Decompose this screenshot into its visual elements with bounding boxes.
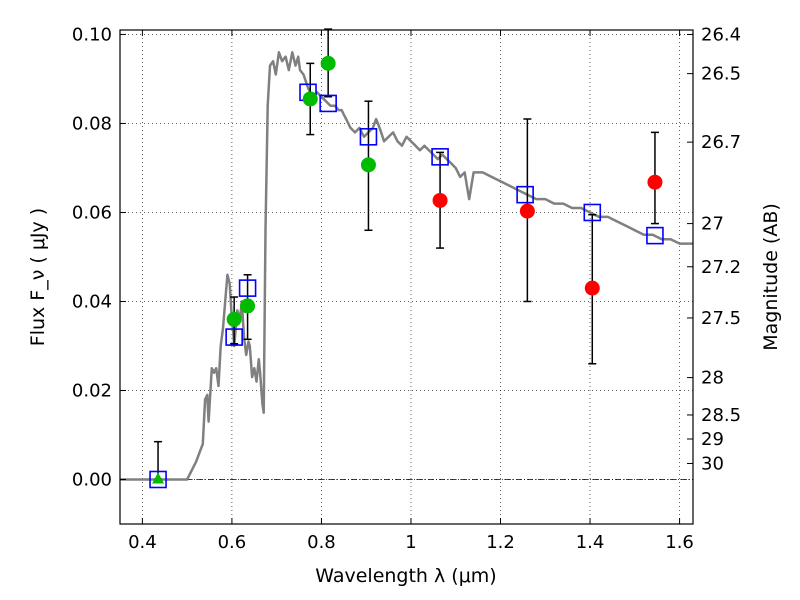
x-axis-ticks: 0.4 0.6 0.8 1 1.2 1.4 1.6 — [128, 30, 694, 553]
x-tick-label: 1.4 — [576, 532, 605, 553]
y-tick-label: 0.08 — [72, 113, 112, 134]
model-photometry-square — [149, 470, 167, 489]
y-tick-label: 0.10 — [72, 24, 112, 45]
model-photometry-square — [583, 203, 602, 222]
y-tick-label: 0.00 — [72, 469, 112, 490]
observed-triangle-marker — [152, 472, 165, 484]
y-tick-label: 0.04 — [72, 291, 112, 312]
model-photometry-square — [431, 148, 449, 166]
right-axis-ticks: 26.4 26.5 26.7 27 27.2 27.5 28 28.5 29 30 — [687, 24, 741, 474]
observed-nir-circle — [647, 174, 663, 190]
model-photometry-square — [238, 279, 257, 297]
x-axis-label: Wavelength λ (μm) — [315, 565, 496, 587]
x-tick-label: 1.2 — [486, 532, 515, 553]
plot-area — [120, 30, 693, 524]
observed-optical-circle — [226, 311, 242, 327]
y-tick-label: 0.02 — [72, 380, 112, 401]
observed-nir-circle — [519, 203, 535, 219]
observed-nir-circle — [432, 192, 448, 208]
y-tick-label: 0.06 — [72, 202, 112, 223]
observed-optical-circle — [360, 157, 376, 173]
y-axis-label: Flux F_ν ( μJy ) — [27, 208, 49, 346]
right-tick-label: 26.7 — [701, 132, 741, 153]
right-tick-label: 29 — [701, 429, 724, 450]
observed-nir-circle — [584, 280, 600, 296]
right-tick-label: 28 — [701, 368, 724, 389]
x-tick-label: 0.8 — [307, 532, 336, 553]
x-tick-label: 0.6 — [218, 532, 247, 553]
right-tick-label: 27.2 — [701, 257, 741, 278]
observed-optical-circle — [320, 55, 336, 71]
right-tick-label: 27 — [701, 214, 724, 235]
observed-optical-circle — [240, 298, 256, 314]
right-tick-label: 26.5 — [701, 64, 741, 85]
x-tick-label: 1.6 — [665, 532, 694, 553]
x-tick-label: 1 — [405, 532, 416, 553]
observed-optical-circle — [302, 91, 318, 107]
model-photometry-square — [646, 226, 664, 245]
y-axis-ticks: 0.00 0.02 0.04 0.06 0.08 0.10 — [72, 24, 126, 490]
right-axis-label: Magnitude (AB) — [760, 203, 782, 351]
model-photometry-square — [516, 185, 534, 204]
x-tick-label: 0.4 — [128, 532, 157, 553]
right-tick-label: 27.5 — [701, 308, 741, 329]
data-markers — [149, 55, 664, 489]
model-photometry-square — [359, 128, 378, 146]
model-photometry-square — [319, 94, 337, 113]
right-tick-label: 28.5 — [701, 405, 741, 426]
model-photometry-square — [225, 328, 243, 346]
plot-frame — [119, 29, 694, 525]
right-tick-label: 30 — [701, 453, 724, 474]
right-tick-label: 26.4 — [701, 24, 741, 45]
